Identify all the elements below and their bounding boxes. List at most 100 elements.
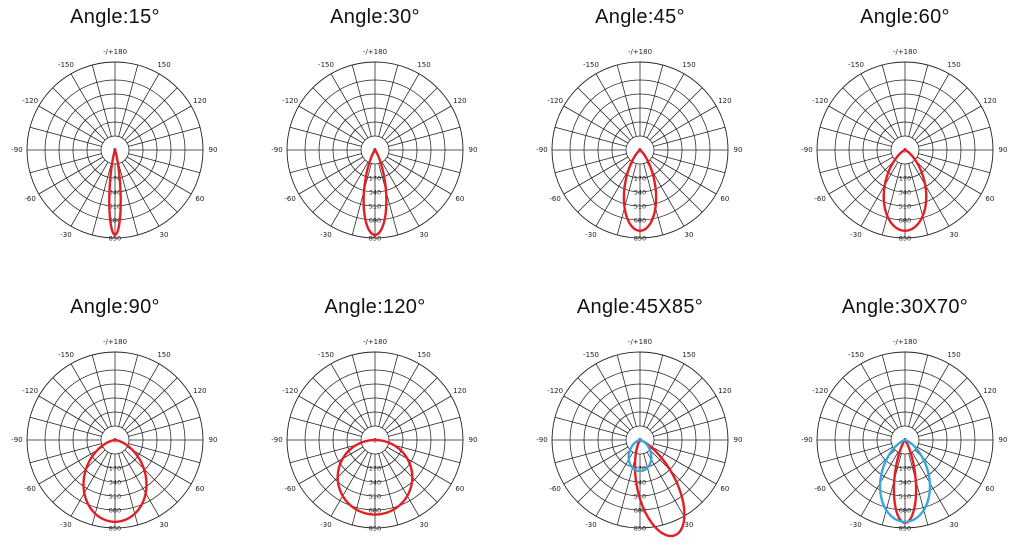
polar-spoke <box>916 395 982 434</box>
angle-label: 30 <box>685 521 694 529</box>
radial-label: 680 <box>109 507 121 515</box>
angle-label: 60 <box>455 485 464 493</box>
polar-chart-grid: Angle:15° -/+180 150 120 90 60 30 -30 -60 -90 -12… <box>10 0 1008 538</box>
angle-label: 150 <box>947 61 960 69</box>
polar-spoke <box>908 163 929 236</box>
polar-spoke <box>577 377 631 431</box>
radial-label: 680 <box>369 507 381 515</box>
radial-label: 510 <box>109 203 121 211</box>
angle-label: -120 <box>812 387 828 395</box>
radial-label: 680 <box>109 217 121 225</box>
polar-grid <box>26 351 204 529</box>
angle-label: -60 <box>284 195 295 203</box>
polar-spoke <box>381 161 420 227</box>
polar-spoke <box>351 354 372 427</box>
polar-spoke <box>916 156 982 195</box>
angle-label: 90 <box>999 436 1008 444</box>
angle-label: -150 <box>848 61 864 69</box>
angle-label: -/+180 <box>893 48 917 56</box>
angle-label: -150 <box>58 351 74 359</box>
polar-spoke <box>351 64 372 137</box>
polar-grid <box>816 351 994 529</box>
radial-label: 340 <box>634 189 646 197</box>
polar-spoke <box>118 64 139 137</box>
angle-label: -90 <box>271 146 282 154</box>
polar-spoke <box>124 449 178 503</box>
angle-label: 90 <box>999 146 1008 154</box>
polar-spoke <box>128 443 201 464</box>
radial-label: 340 <box>109 479 121 487</box>
angle-label: 30 <box>685 231 694 239</box>
angle-label: 60 <box>985 485 994 493</box>
polar-spoke <box>70 161 109 227</box>
polar-spoke <box>842 87 896 141</box>
radial-label: 680 <box>634 217 646 225</box>
polar-spoke <box>384 377 438 431</box>
angle-label: 90 <box>734 436 743 444</box>
polar-spoke <box>563 105 629 144</box>
polar-spoke <box>828 156 894 195</box>
polar-spoke <box>914 377 968 431</box>
polar-spoke <box>312 159 366 213</box>
polar-spoke <box>908 453 929 526</box>
angle-label: 150 <box>157 61 170 69</box>
angle-label: -/+180 <box>628 48 652 56</box>
polar-spoke <box>577 449 631 503</box>
polar-spoke <box>651 105 717 144</box>
polar-spoke <box>911 73 950 139</box>
polar-spoke <box>351 163 372 236</box>
polar-spoke <box>595 363 634 429</box>
radial-label: 680 <box>634 507 646 515</box>
polar-spoke <box>121 161 160 227</box>
polar-spoke <box>918 126 991 147</box>
radial-label: 340 <box>634 479 646 487</box>
intensity-curve <box>362 148 388 237</box>
angle-label: -60 <box>24 485 35 493</box>
radial-label: 850 <box>634 525 646 533</box>
angle-label: 120 <box>453 387 466 395</box>
angle-label: 30 <box>160 521 169 529</box>
chart-title: Angle:15° <box>70 6 160 28</box>
angle-label: -150 <box>58 61 74 69</box>
chart-title: Angle:30X70° <box>841 296 969 318</box>
radial-label: 850 <box>634 235 646 243</box>
polar-chart: -/+180150120906030-30-60-90-120-15001703… <box>536 48 743 243</box>
polar-spoke <box>386 446 452 485</box>
polar-chart: -/+180150120906030-30-60-90-120-15001703… <box>801 338 1008 533</box>
chart-cell-1: Angle:15° -/+180 150 120 90 60 30 -30 -60 -90 -12… <box>10 0 260 270</box>
polar-chart: -/+180150120906030-30-60-90-120-15001703… <box>271 338 477 533</box>
polar-spoke <box>911 363 950 429</box>
polar-spoke <box>908 354 929 427</box>
radial-label: 510 <box>899 493 911 501</box>
polar-spoke <box>828 395 894 434</box>
radial-label: 170 <box>899 465 911 473</box>
polar-spoke <box>918 443 991 464</box>
angle-label: 120 <box>718 387 731 395</box>
chart-title: Angle:120° <box>324 296 426 318</box>
radial-label: 170 <box>899 175 911 183</box>
polar-spoke <box>881 354 902 427</box>
angle-label: -150 <box>848 351 864 359</box>
polar-spoke <box>651 156 717 195</box>
angle-label: 90 <box>209 436 218 444</box>
polar-spoke <box>649 87 703 141</box>
angle-label: 90 <box>734 146 743 154</box>
angle-label: 150 <box>682 351 695 359</box>
angle-label: 60 <box>195 485 204 493</box>
polar-spoke <box>29 126 102 147</box>
polar-spoke <box>914 159 968 213</box>
radial-label: 340 <box>899 189 911 197</box>
polar-spoke <box>378 64 399 137</box>
polar-spoke <box>121 73 160 139</box>
radial-label: 850 <box>109 235 121 243</box>
radial-label: 680 <box>899 507 911 515</box>
radial-label: 340 <box>899 479 911 487</box>
polar-spoke <box>118 354 139 427</box>
polar-spoke <box>289 416 362 437</box>
angle-label: 30 <box>160 231 169 239</box>
polar-spoke <box>70 73 109 139</box>
polar-spoke <box>643 453 664 526</box>
polar-spoke <box>128 416 201 437</box>
polar-spoke <box>386 156 452 195</box>
polar-spoke <box>29 416 102 437</box>
